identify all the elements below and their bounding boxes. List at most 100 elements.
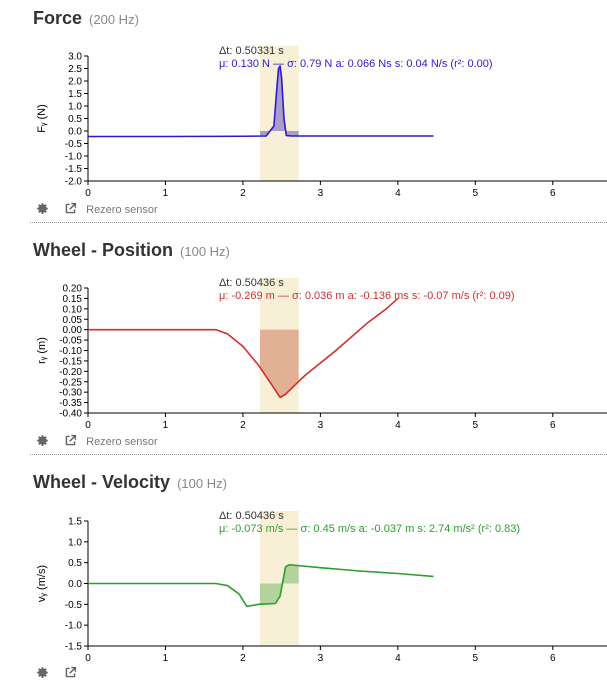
panel-wheel-position: Wheel - Position (100 Hz) 0.20 0.15 0.10 0.… bbox=[0, 232, 607, 457]
y-tick-label: -0.30 bbox=[59, 388, 82, 399]
chart-toolbar: Rezero sensor bbox=[36, 202, 158, 218]
stat-part: s: 0.04 N/s bbox=[395, 58, 448, 70]
panel-title-text: Force bbox=[33, 8, 83, 28]
y-tick-label: -0.25 bbox=[59, 377, 82, 388]
x-tick-label: 2 bbox=[240, 188, 246, 199]
y-tick-label: -0.05 bbox=[59, 336, 82, 347]
x-tick-label: 6 bbox=[550, 188, 556, 199]
statistics-line: μ: -0.073 m/s — σ: 0.45 m/s a: -0.037 m … bbox=[219, 523, 520, 535]
panel-title-text: Wheel - Velocity bbox=[33, 472, 171, 492]
chart-toolbar: Rezero sensor bbox=[36, 434, 158, 450]
rezero-sensor-button[interactable]: Rezero sensor bbox=[86, 204, 158, 216]
stat-part: a: 0.066 Ns bbox=[335, 58, 392, 70]
stat-part: s: 2.74 m/s² bbox=[417, 523, 475, 535]
stat-part: σ: 0.45 m/s bbox=[301, 523, 357, 535]
x-tick-label: 2 bbox=[240, 653, 246, 664]
y-tick-label: 1.5 bbox=[68, 517, 82, 528]
x-tick-label: 1 bbox=[163, 188, 169, 199]
y-tick-label: 2.0 bbox=[68, 77, 82, 88]
panel-title-text: Wheel - Position bbox=[33, 240, 174, 260]
y-tick-label: 0.5 bbox=[68, 114, 82, 125]
stat-part: μ: -0.073 m/s bbox=[219, 523, 284, 535]
x-tick-label: 3 bbox=[318, 653, 324, 664]
x-tick-label: 5 bbox=[473, 420, 479, 431]
wheel-velocity-chart[interactable]: 1.5 1.0 0.5 0.0 -0.5 -1.0 -1.50 1 2 3 4 5 6 vᵧ (m/s) Δ… bbox=[0, 506, 607, 674]
y-tick-label: -1.5 bbox=[65, 164, 83, 175]
sample-rate: (100 Hz) bbox=[177, 476, 227, 491]
x-tick-label: 0 bbox=[85, 653, 91, 664]
chart-toolbar bbox=[36, 666, 77, 682]
x-tick-label: 5 bbox=[473, 188, 479, 199]
external-link-icon[interactable] bbox=[64, 202, 77, 218]
stat-part: — bbox=[275, 290, 292, 302]
y-tick-label: -2.0 bbox=[65, 177, 83, 188]
y-tick-label: 0.15 bbox=[63, 294, 83, 305]
stat-part: a: -0.136 ms bbox=[348, 290, 410, 302]
x-tick-label: 1 bbox=[163, 420, 169, 431]
statistics-line: μ: 0.130 N — σ: 0.79 N a: 0.066 Ns s: 0.… bbox=[219, 58, 493, 70]
x-tick-label: 3 bbox=[318, 188, 324, 199]
gear-icon[interactable] bbox=[36, 434, 49, 450]
stat-part: σ: 0.79 N bbox=[287, 58, 332, 70]
y-tick-label: 0.10 bbox=[63, 304, 83, 315]
stat-part: s: -0.07 m/s bbox=[412, 290, 470, 302]
stat-part: μ: 0.130 N bbox=[219, 58, 270, 70]
x-tick-label: 0 bbox=[85, 420, 91, 431]
y-tick-label: -0.5 bbox=[65, 600, 83, 611]
stat-part: a: -0.037 m bbox=[359, 523, 415, 535]
stat-part: — bbox=[270, 58, 287, 70]
wheel-position-chart[interactable]: 0.200.150.100.050.00-0.05-0.10-0.15-0.20… bbox=[0, 274, 607, 439]
y-tick-label: 2.5 bbox=[68, 64, 82, 75]
x-tick-label: 6 bbox=[550, 653, 556, 664]
x-tick-label: 4 bbox=[395, 420, 401, 431]
x-tick-label: 6 bbox=[550, 420, 556, 431]
integral-shade bbox=[259, 66, 299, 137]
x-tick-label: 2 bbox=[240, 420, 246, 431]
panel-title: Wheel - Velocity (100 Hz) bbox=[33, 472, 227, 493]
data-series-line bbox=[88, 563, 434, 608]
data-series-line bbox=[88, 65, 434, 138]
y-tick-label: 1.0 bbox=[68, 537, 82, 548]
gear-icon[interactable] bbox=[36, 666, 49, 682]
stat-part: (r²: 0.00) bbox=[450, 58, 492, 70]
panel-wheel-velocity: Wheel - Velocity (100 Hz) 1.5 1.0 0.5 0.0 -0… bbox=[0, 464, 607, 678]
panel-divider bbox=[30, 222, 607, 223]
y-tick-label: -0.40 bbox=[59, 409, 82, 420]
stat-part: μ: -0.269 m bbox=[219, 290, 275, 302]
y-axis-label: vᵧ (m/s) bbox=[36, 565, 48, 602]
force-chart[interactable]: 3.02.5 2.01.5 1.00.5 0.0-0.5 -1.0-1.5 -2.00 1 2… bbox=[0, 42, 607, 207]
y-tick-label: -1.0 bbox=[65, 621, 83, 632]
x-tick-label: 0 bbox=[85, 188, 91, 199]
y-tick-label: 1.0 bbox=[68, 102, 82, 113]
sample-rate: (200 Hz) bbox=[89, 12, 139, 27]
integral-shade bbox=[259, 564, 299, 605]
panel-force: Force (200 Hz) 3.0 2.5 2.0 1.5 1.0 0.5 0.0 -0.5… bbox=[0, 0, 607, 225]
x-tick-label: 4 bbox=[395, 653, 401, 664]
x-tick-label: 4 bbox=[395, 188, 401, 199]
y-tick-label: -1.5 bbox=[65, 642, 83, 653]
stat-part: — bbox=[283, 523, 300, 535]
panel-title: Wheel - Position (100 Hz) bbox=[33, 240, 230, 261]
y-tick-label: -0.5 bbox=[65, 139, 83, 150]
delta-t-stat: Δt: 0.50436 s bbox=[219, 510, 284, 522]
x-tick-label: 5 bbox=[473, 653, 479, 664]
rezero-sensor-button[interactable]: Rezero sensor bbox=[86, 436, 158, 448]
y-tick-label: -0.10 bbox=[59, 346, 82, 357]
y-axis-label: Fᵧ (N) bbox=[36, 104, 48, 133]
y-tick-label: 0.5 bbox=[68, 558, 82, 569]
gear-icon[interactable] bbox=[36, 202, 49, 218]
delta-t-stat: Δt: 0.50436 s bbox=[219, 277, 284, 289]
statistics-line: μ: -0.269 m — σ: 0.036 m a: -0.136 ms s:… bbox=[219, 290, 515, 302]
y-tick-label: 0.0 bbox=[68, 579, 82, 590]
panel-divider bbox=[30, 454, 607, 455]
external-link-icon[interactable] bbox=[64, 434, 77, 450]
y-tick-label: 3.0 bbox=[68, 52, 82, 63]
stat-part: (r²: 0.83) bbox=[478, 523, 520, 535]
y-tick-label: 0.0 bbox=[68, 127, 82, 138]
external-link-icon[interactable] bbox=[64, 666, 77, 682]
x-tick-label: 1 bbox=[163, 653, 169, 664]
y-tick-label: -1.0 bbox=[65, 152, 83, 163]
y-tick-label: 0.20 bbox=[63, 284, 83, 295]
sample-rate: (100 Hz) bbox=[180, 244, 230, 259]
y-axis-label: rᵧ (m) bbox=[36, 337, 48, 364]
